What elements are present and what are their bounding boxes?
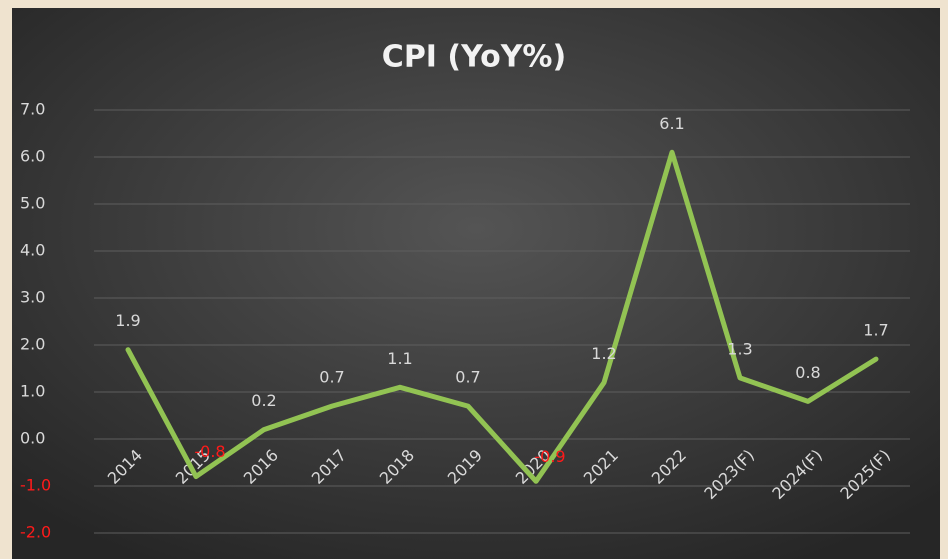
data-label: 0.8 [795,363,820,382]
chart-background [12,8,940,559]
y-tick-label: 0.0 [20,429,45,448]
y-tick-label: 6.0 [20,147,45,166]
y-tick-label: -2.0 [20,523,51,542]
data-label: 1.3 [727,339,752,358]
chart-title: CPI (YoY%) [382,40,566,75]
y-tick-label: 1.0 [20,382,45,401]
data-label: 6.1 [659,114,684,133]
data-label: -0.9 [534,447,565,466]
data-label: 1.2 [591,344,616,363]
y-tick-label: 3.0 [20,288,45,307]
data-label: 1.9 [115,311,140,330]
y-tick-label: 5.0 [20,194,45,213]
data-label: 1.7 [863,321,888,340]
y-tick-label: 4.0 [20,241,45,260]
y-tick-label: -1.0 [20,476,51,495]
data-label: -0.8 [194,442,225,461]
y-tick-label: 7.0 [20,100,45,119]
line [125,149,879,484]
data-label: 0.7 [455,368,480,387]
data-label: 0.7 [319,368,344,387]
y-tick-label: 2.0 [20,335,45,354]
data-label: 1.1 [387,349,412,368]
data-label: 0.2 [251,391,276,410]
